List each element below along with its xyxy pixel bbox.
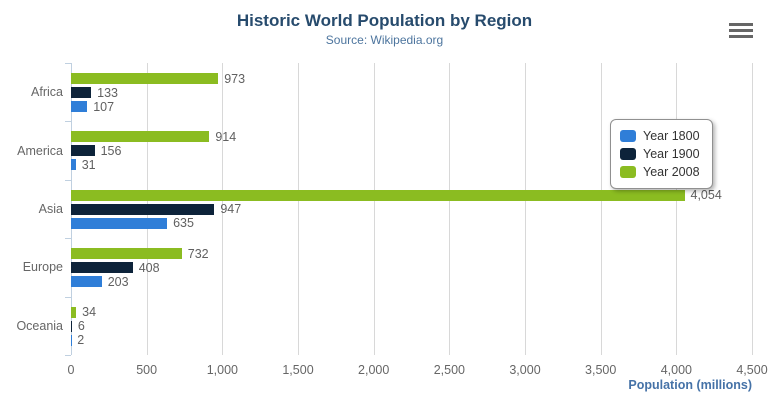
gridline [449,63,451,355]
bar-row: 914 [71,129,752,144]
data-label-year-1800-europe: 203 [107,274,129,289]
bar-year-2008-africa[interactable] [71,73,219,84]
x-tick-label: 1,000 [206,363,238,377]
data-label-year-1900-europe: 408 [138,260,160,275]
legend-item-year-2008[interactable]: Year 2008 [620,163,700,181]
bar-year-1800-europe[interactable] [71,276,102,288]
bar-year-1900-america[interactable] [71,145,95,157]
x-tick-label: 0 [67,363,75,377]
legend-label-year-1900: Year 1900 [643,147,700,161]
hamburger-icon [729,34,753,38]
gridline [600,63,602,355]
category-label-oceania: Oceania [16,318,63,333]
category-label-asia: Asia [38,201,63,216]
bar-row: 947 [71,202,752,217]
category-label-europe: Europe [22,260,63,275]
legend-swatch-year-1900 [620,148,636,160]
category-axis-tick [65,355,71,356]
gridline [752,63,753,355]
data-label-year-2008-asia: 4,054 [690,188,722,203]
legend: Year 1800 Year 1900 Year 2008 [610,119,713,189]
bar-year-1800-asia[interactable] [71,217,168,229]
bar-row: 6 [71,319,752,334]
x-tick-label: 4,000 [660,363,692,377]
hamburger-icon [729,22,753,26]
legend-label-year-1800: Year 1800 [643,129,700,143]
bar-year-2008-asia[interactable] [71,189,685,201]
category-label-america: America [17,143,63,158]
data-label-year-1900-america: 156 [100,143,122,158]
plot-area: 0 500 1,000 1,500 2,000 2,500 3,000 3,500 4,000 4… [16,63,768,377]
gridline [373,63,375,355]
data-label-year-2008-africa: 973 [224,71,246,86]
bar-year-1900-oceania[interactable] [71,320,72,332]
data-label-year-2008-america: 914 [215,129,237,144]
data-label-year-1900-africa: 133 [97,85,118,100]
gridline [676,63,678,355]
bar-row: 31 [71,157,752,172]
gridline [222,63,224,355]
gridline [525,63,526,355]
data-label-year-1800-america: 31 [81,157,96,172]
legend-label-year-2008: Year 2008 [643,165,700,179]
bar-year-1900-europe[interactable] [71,262,133,274]
category-axis-tick [65,296,71,298]
data-label-year-1900-oceania: 6 [77,319,85,334]
data-label-year-1800-oceania: 2 [77,333,85,348]
legend-swatch-year-1800 [620,130,636,142]
bar-year-1800-america[interactable] [71,159,76,171]
category-axis-tick [65,179,71,181]
hamburger-icon [729,28,753,32]
bar-row: 408 [71,260,752,275]
bar-row: 107 [71,99,752,114]
bar-year-1900-africa[interactable] [71,87,92,98]
bar-row: 2 [71,333,752,348]
bar-year-2008-europe[interactable] [71,248,182,260]
bar-year-2008-oceania[interactable] [71,306,77,318]
x-tick-label: 2,500 [433,363,465,377]
legend-item-year-1800[interactable]: Year 1800 [620,127,700,145]
legend-swatch-year-2008 [620,166,636,178]
data-label-year-2008-europe: 732 [187,246,209,261]
bar-row: 732 [71,246,752,261]
bar-row: 156 [71,143,752,158]
gridline [298,63,299,355]
x-tick-label: 3,500 [585,363,617,377]
bar-row: 635 [71,216,752,231]
category-label-africa: Africa [31,85,63,100]
bar-year-1900-asia[interactable] [71,203,215,215]
data-label-year-2008-oceania: 34 [82,305,97,320]
x-tick-label: 500 [136,363,158,377]
bar-row: 4,054 [71,188,752,203]
x-axis-title: Population (millions) [628,378,752,392]
bar-year-1800-africa[interactable] [71,101,88,112]
data-label-year-1800-africa: 107 [93,99,115,114]
bar-year-2008-america[interactable] [71,131,210,143]
bar-row: 133 [71,85,752,100]
bar-row: 34 [71,305,752,320]
export-context-menu-button[interactable] [724,17,758,43]
x-tick-label: 4,500 [736,363,768,377]
x-tick-label: 2,000 [358,363,390,377]
legend-item-year-1900[interactable]: Year 1900 [620,145,700,163]
bar-row: 973 [71,71,752,86]
chart-title: Historic World Population by Region [236,11,533,30]
x-tick-label: 1,500 [282,363,314,377]
x-tick-label: 3,000 [509,363,541,377]
data-label-year-1800-asia: 635 [173,216,194,231]
category-axis-tick [65,63,71,64]
category-axis-tick [65,121,71,123]
data-label-year-1900-asia: 947 [220,202,242,217]
bar-row: 203 [71,274,752,289]
category-axis-tick [65,238,71,240]
chart-subtitle: Source: Wikipedia.org [325,33,444,47]
